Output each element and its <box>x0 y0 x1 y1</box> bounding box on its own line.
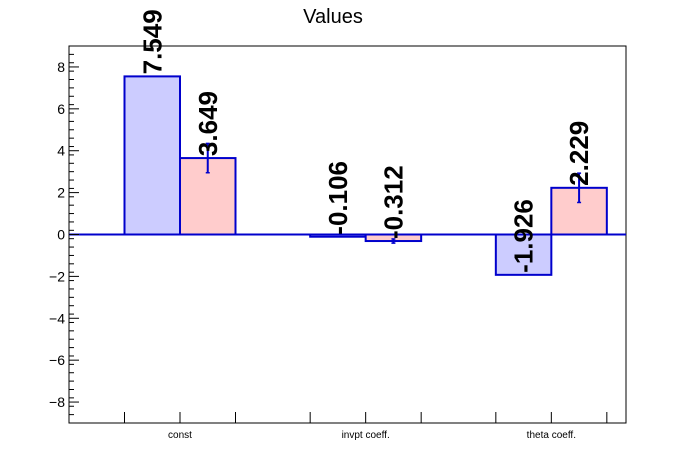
bar <box>123 75 181 236</box>
x-tick-label: const <box>168 430 192 441</box>
bar <box>494 233 553 276</box>
data-label: 7.549 <box>137 9 167 74</box>
y-tick-label: 8 <box>57 59 65 75</box>
y-tick-label: −6 <box>49 352 65 368</box>
data-label: -0.312 <box>378 165 408 239</box>
data-label: -0.106 <box>323 161 353 235</box>
data-label: 2.229 <box>564 121 594 186</box>
y-tick-label: 6 <box>57 101 65 117</box>
y-tick-label: 2 <box>57 185 65 201</box>
x-tick-label: invpt coeff. <box>342 430 390 441</box>
data-label: -1.926 <box>509 199 539 273</box>
chart-title: Values <box>303 6 363 28</box>
y-tick-label: −8 <box>49 394 65 410</box>
y-tick-label: 4 <box>57 143 65 159</box>
y-tick-label: −2 <box>49 268 65 284</box>
y-tick-label: 0 <box>57 227 65 243</box>
data-label: 3.649 <box>193 91 223 156</box>
x-tick-label: theta coeff. <box>527 430 576 441</box>
y-tick-label: −4 <box>49 310 65 326</box>
